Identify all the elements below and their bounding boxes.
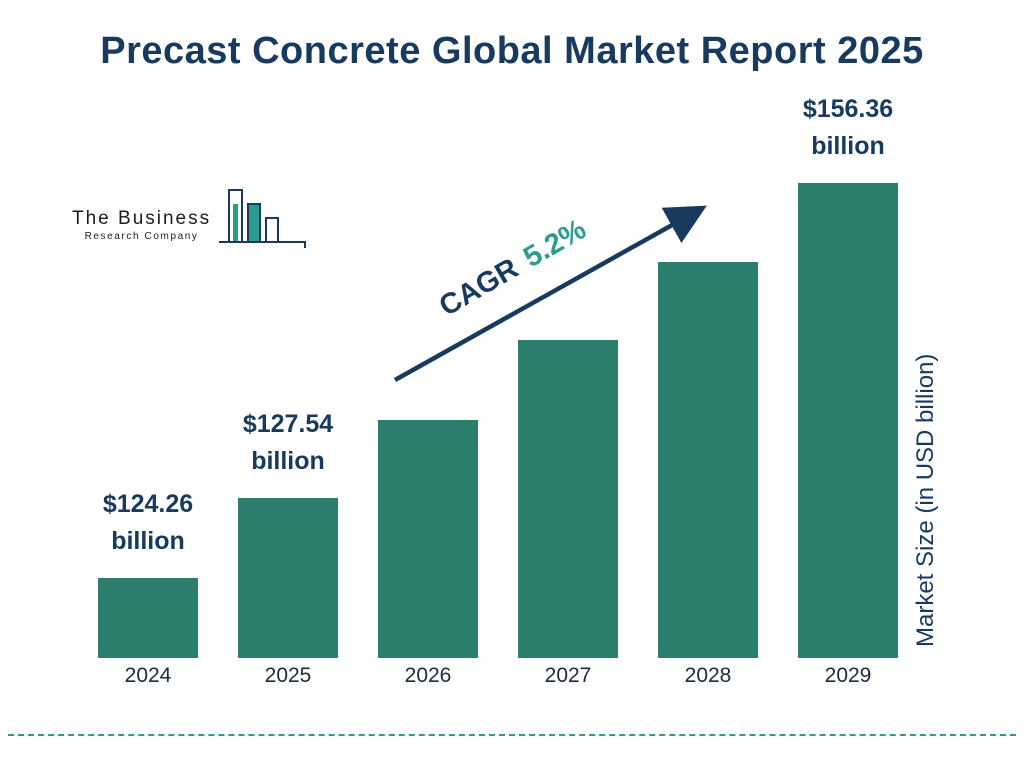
logo-name: The Business — [72, 208, 212, 229]
company-logo: The Business Research Company — [72, 186, 309, 250]
bar-2026 — [378, 420, 478, 658]
value-unit: billion — [251, 447, 325, 475]
value-label-2025: $127.54 billion — [198, 406, 378, 480]
logo-text: The Business Research Company — [72, 208, 211, 250]
bar-2024 — [98, 578, 198, 658]
x-axis-label-2027: 2027 — [544, 664, 592, 687]
bar-2025 — [238, 498, 338, 658]
value-amount: $124.26 — [102, 490, 194, 518]
cagr-arrow — [393, 205, 707, 382]
bottom-divider — [8, 734, 1016, 736]
value-label-2024: $124.26 billion — [58, 486, 238, 560]
logo-chart-icon — [219, 189, 307, 248]
bar-2027 — [518, 340, 618, 658]
logo-subname: Research Company — [84, 231, 199, 242]
y-axis-label: Market Size (in USD billion) — [912, 353, 939, 647]
x-axis-label-2026: 2026 — [404, 664, 452, 687]
bar-2028 — [658, 262, 758, 658]
value-amount: $127.54 — [242, 410, 334, 438]
value-unit: billion — [111, 527, 185, 555]
value-amount: $156.36 — [802, 95, 894, 123]
value-unit: billion — [811, 132, 885, 160]
value-label-2029: $156.36 billion — [758, 91, 938, 165]
x-axis-label-2028: 2028 — [684, 664, 732, 687]
x-axis-label-2024: 2024 — [124, 664, 172, 687]
x-axis-label-2025: 2025 — [264, 664, 312, 687]
bar-2029 — [798, 183, 898, 658]
x-axis-label-2029: 2029 — [824, 664, 872, 687]
page-title: Precast Concrete Global Market Report 20… — [100, 30, 924, 72]
